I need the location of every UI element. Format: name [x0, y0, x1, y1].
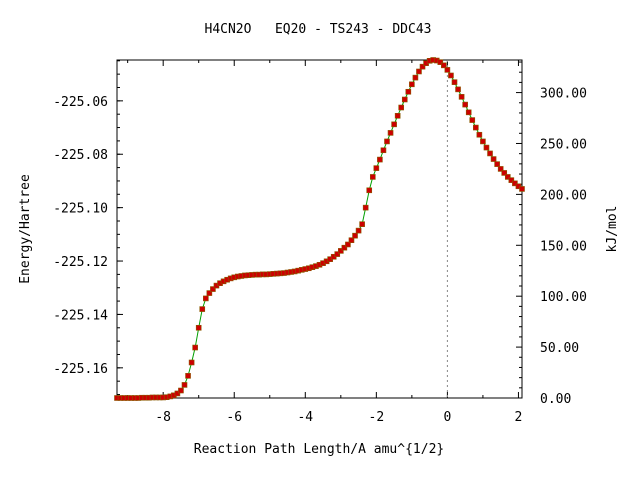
data-point [338, 248, 344, 254]
y2-tick-label: 300.00 [540, 87, 587, 102]
data-point [401, 96, 408, 103]
data-point [384, 138, 390, 145]
data-point [465, 109, 472, 116]
data-point [377, 156, 383, 163]
data-point [174, 390, 181, 397]
data-point [497, 166, 504, 172]
data-point [366, 187, 373, 194]
x-axis: -8 -6 -4 -2 0 2 [127, 60, 523, 425]
y-tick-label: -225.08 [53, 148, 108, 163]
data-point [405, 88, 412, 95]
x-axis-label: Reaction Path Length/A amu^{1/2} [194, 442, 444, 457]
data-point [178, 387, 184, 394]
data-point [203, 295, 209, 302]
data-point [437, 59, 444, 65]
data-point [412, 74, 419, 81]
y2-tick-label: 250.00 [540, 137, 587, 152]
data-point [409, 81, 415, 88]
data-point [380, 147, 387, 154]
data-point [512, 180, 518, 187]
data-point [419, 63, 426, 70]
data-point [195, 324, 202, 331]
y-tick-label: -225.16 [53, 362, 108, 377]
data-point [181, 382, 188, 388]
y-axis-left: -225.06 -225.08 -225.10 -225.12 -225.14 -225.… [53, 60, 123, 396]
y-axis-right: 300.00 250.00 200.00 150.00 100.00 50.00 0.00 [516, 61, 587, 407]
data-point [362, 204, 369, 211]
data-point [480, 138, 486, 145]
energy-curve-points [114, 57, 525, 401]
data-point [394, 113, 401, 119]
data-point [458, 94, 465, 100]
data-point [341, 244, 348, 251]
data-point [355, 227, 362, 234]
y2-tick-label: 200.00 [540, 188, 587, 203]
y-tick-label: -225.06 [53, 95, 108, 110]
y2-axis-label: kJ/mol [605, 206, 620, 253]
data-point [441, 62, 447, 69]
data-point [462, 101, 468, 108]
data-point [398, 104, 405, 111]
data-point [504, 174, 511, 180]
data-point [192, 344, 198, 351]
data-point [444, 67, 451, 73]
data-point [185, 373, 191, 379]
y-tick-label: -225.12 [53, 255, 108, 270]
plot-frame [116, 59, 523, 399]
data-point [451, 79, 458, 85]
data-point [391, 121, 397, 128]
data-point [188, 359, 195, 366]
data-point [501, 170, 508, 176]
x-tick-label: 0 [443, 410, 451, 425]
data-point [448, 72, 454, 79]
data-point [483, 144, 490, 151]
data-point [345, 241, 351, 248]
data-point [490, 156, 497, 162]
data-point [369, 174, 376, 180]
data-point [416, 68, 422, 75]
y2-tick-label: 50.00 [540, 341, 579, 356]
y-tick-label: -225.10 [53, 202, 108, 217]
x-tick-label: -8 [155, 410, 171, 425]
chart-title: H4CN2O EQ20 - TS243 - DDC43 [205, 22, 432, 37]
data-point [469, 117, 476, 123]
y-axis-label: Energy/Hartree [18, 174, 33, 284]
x-tick-label: 2 [515, 410, 523, 425]
energy-curve-line [117, 59, 523, 399]
y2-tick-label: 0.00 [540, 392, 571, 407]
data-point [494, 161, 500, 167]
data-point [455, 86, 461, 93]
data-point [199, 306, 206, 312]
y2-tick-label: 100.00 [540, 290, 587, 305]
data-point [508, 177, 515, 183]
data-point [519, 186, 525, 192]
data-point [487, 150, 493, 157]
data-point [359, 221, 365, 227]
data-point [348, 237, 355, 244]
y2-tick-label: 150.00 [540, 239, 587, 254]
data-point [210, 286, 216, 292]
data-point [373, 165, 380, 171]
x-tick-label: -2 [369, 410, 385, 425]
x-tick-label: -4 [297, 410, 313, 425]
y-tick-label: -225.14 [53, 308, 108, 323]
data-point [387, 130, 394, 136]
data-point [334, 251, 341, 257]
data-point [476, 131, 483, 138]
data-point [352, 232, 358, 239]
data-point [473, 124, 479, 131]
x-tick-label: -6 [226, 410, 242, 425]
data-point [206, 290, 213, 296]
